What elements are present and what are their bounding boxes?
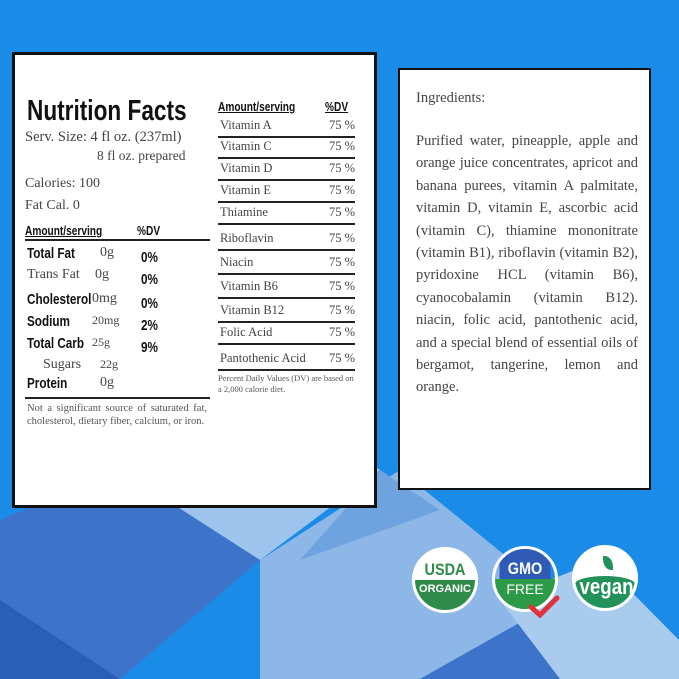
macro-dv: 2% — [141, 317, 158, 334]
vitamin-name: Riboflavin — [220, 231, 274, 245]
leaf-icon — [603, 556, 613, 570]
usda-organic-badge: USDA ORGANIC — [412, 547, 478, 613]
vitamin-row: Thiamine 75 % — [218, 205, 355, 223]
vitamin-name: Vitamin E — [220, 183, 271, 197]
vitamin-name: Thiamine — [220, 205, 268, 219]
vitamin-name: Vitamin D — [220, 161, 273, 175]
gmo-label: GMO — [499, 549, 551, 579]
vitamin-row: Vitamin C 75 % — [218, 139, 355, 157]
macro-amount: 20mg — [92, 313, 120, 327]
macro-amount: 0g — [95, 267, 109, 282]
vitamin-row: Riboflavin 75 % — [218, 231, 355, 249]
vitamin-row: Vitamin B12 75 % — [218, 303, 355, 321]
calories: Calories: 100 — [25, 176, 101, 191]
macro-name: Trans Fat — [27, 267, 80, 282]
ingredients-title: Ingredients: — [416, 90, 486, 106]
vitamin-dv: 75 % — [328, 351, 355, 365]
vitamin-dv: 75 % — [328, 205, 355, 219]
fat-calories: Fat Cal. 0 — [25, 198, 80, 213]
ingredients-text: Purified water, pineapple, apple and ora… — [416, 133, 638, 396]
vitamin-dv: 75 % — [328, 183, 355, 197]
usda-label: USDA — [424, 560, 466, 579]
macro-dv: 9% — [141, 339, 158, 356]
vitamin-row: Vitamin B6 75 % — [218, 279, 355, 297]
vitamin-dv: 75 % — [328, 118, 355, 132]
dv-note: Percent Daily Values (DV) are based on a… — [218, 373, 354, 394]
macro-amount: 22g — [100, 357, 118, 371]
vitamin-name: Niacin — [220, 255, 254, 269]
macro-dv: 0% — [141, 295, 158, 312]
vegan-label: vegan — [579, 574, 634, 599]
vitamin-row: Vitamin E 75 % — [218, 183, 355, 201]
vitamin-header-amount: Amount/serving — [218, 99, 296, 114]
macro-name: Sodium — [27, 313, 70, 330]
macro-amount: 0g — [100, 375, 114, 390]
macro-dv: 0% — [141, 249, 158, 266]
macro-amount: 0mg — [92, 291, 117, 306]
vegan-badge: vegan — [572, 545, 638, 611]
vitamin-dv: 75 % — [328, 325, 355, 339]
macro-header-dv: %DV — [137, 223, 161, 238]
vitamin-dv: 75 % — [328, 139, 355, 153]
macro-name: Cholesterol — [27, 291, 92, 308]
macro-name: Protein — [27, 375, 68, 392]
macro-header-amount: Amount/serving — [25, 223, 103, 238]
vitamin-row: Vitamin D 75 % — [218, 161, 355, 179]
macro-name: Sugars — [43, 357, 82, 372]
macro-amount: 25g — [92, 335, 110, 349]
vitamin-name: Vitamin B6 — [220, 279, 278, 293]
nutrition-title: Nutrition Facts — [27, 95, 187, 127]
vitamin-name: Vitamin C — [220, 139, 272, 153]
gmo-free-badge: GMO FREE — [492, 546, 558, 612]
vitamin-row: Folic Acid 75 % — [218, 325, 355, 343]
vitamin-name: Vitamin A — [220, 118, 272, 132]
vitamin-row: Vitamin A 75 % — [218, 118, 355, 136]
macro-dv: 0% — [141, 271, 158, 288]
vitamin-dv: 75 % — [328, 161, 355, 175]
vitamin-dv: 75 % — [328, 255, 355, 269]
checkmark-icon — [528, 595, 560, 619]
macro-name: Total Fat — [27, 245, 75, 262]
footnote: Not a significant source of saturated fa… — [27, 403, 207, 427]
ingredients-panel: Ingredients: Purified water, pineapple, … — [398, 68, 651, 490]
vitamin-header-dv: %DV — [325, 99, 349, 114]
macro-name: Total Carb — [27, 335, 84, 352]
vitamin-name: Pantothenic Acid — [220, 351, 306, 365]
nutrition-facts-panel: Nutrition Facts Serv. Size: 4 fl oz. (23… — [12, 52, 377, 508]
vitamin-name: Vitamin B12 — [220, 303, 285, 317]
vitamin-dv: 75 % — [328, 231, 355, 245]
vitamin-row: Niacin 75 % — [218, 255, 355, 273]
macro-amount: 0g — [100, 245, 114, 260]
vitamin-name: Folic Acid — [220, 325, 273, 339]
vitamin-dv: 75 % — [328, 303, 355, 317]
prepared-size: 8 fl oz. prepared — [97, 148, 186, 163]
vitamin-dv: 75 % — [328, 279, 355, 293]
vitamin-row: Pantothenic Acid 75 % — [218, 351, 355, 369]
serving-size: Serv. Size: 4 fl oz. (237ml) — [25, 129, 182, 145]
